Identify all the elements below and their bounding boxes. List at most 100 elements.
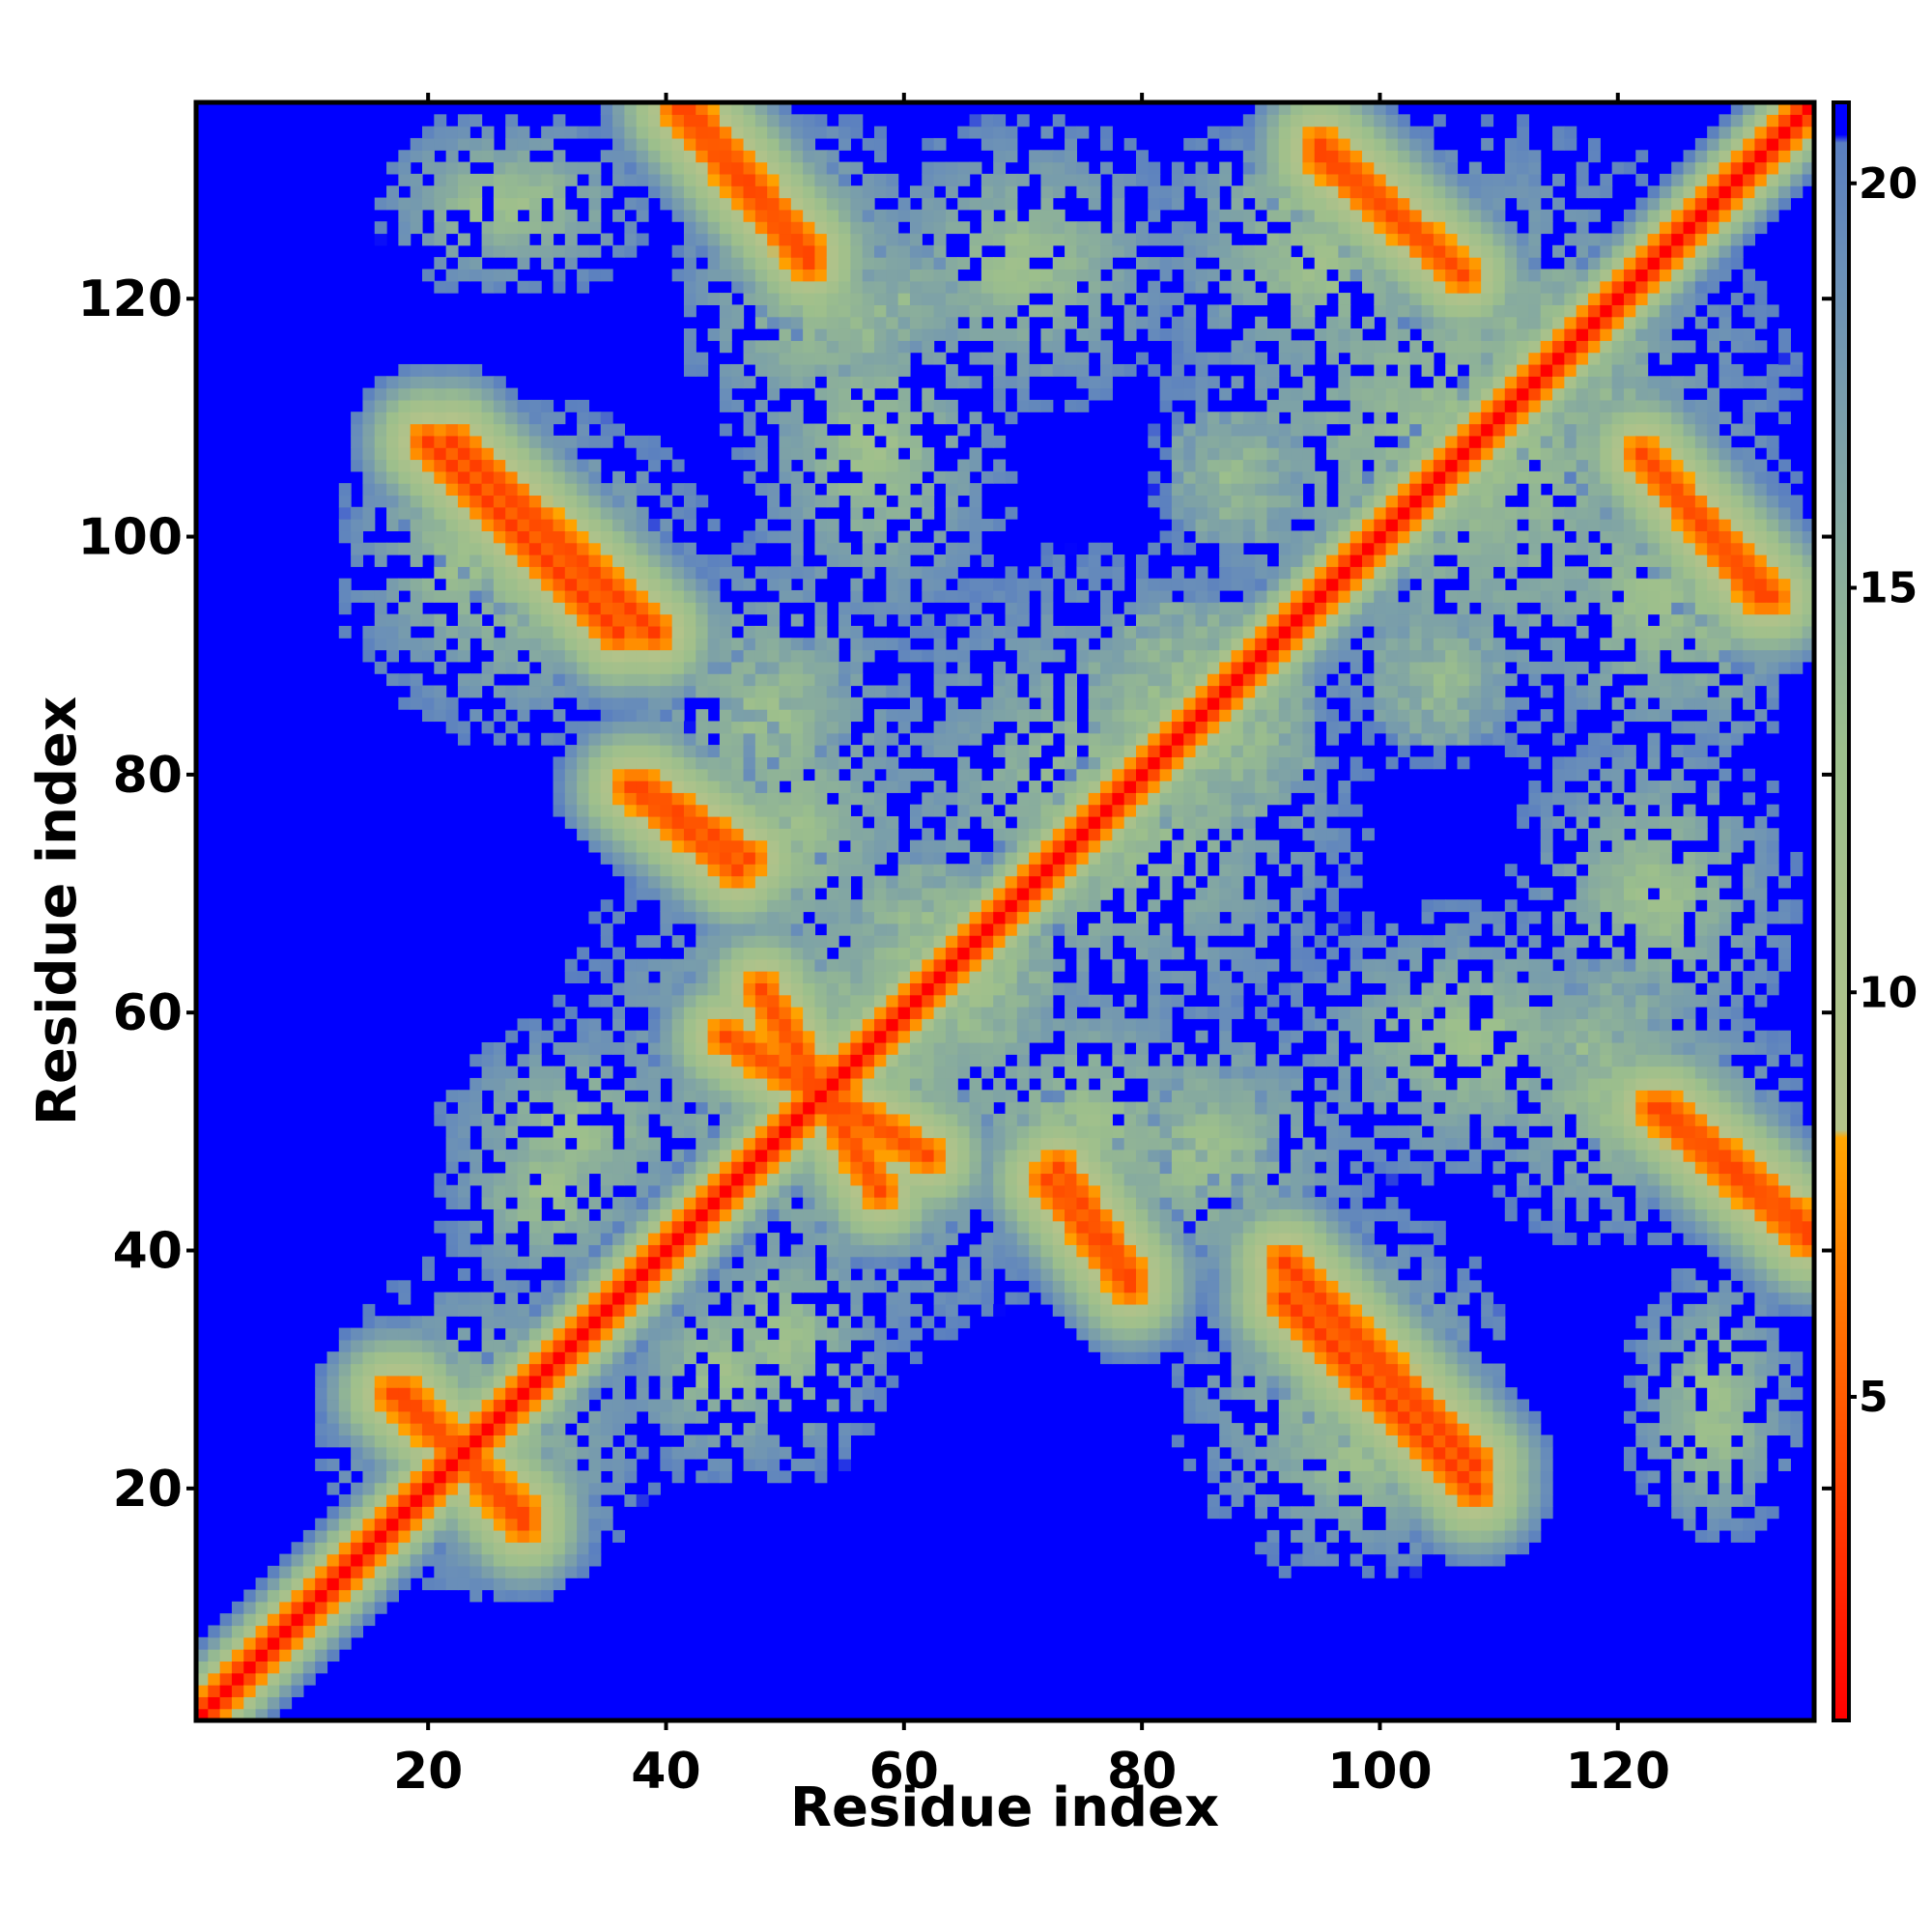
heatmap-cell [648,1054,661,1067]
heatmap-cell [362,625,376,639]
heatmap-cell [696,947,709,960]
heatmap-cell [957,887,971,900]
heatmap-cell [612,566,625,580]
heatmap-cell [660,673,673,687]
heatmap-cell [993,280,1007,294]
heatmap-cell [528,1090,542,1103]
heatmap-cell [1065,1101,1077,1115]
heatmap-cell [957,1267,971,1281]
heatmap-cell [588,1506,602,1520]
heatmap-cell [933,911,947,924]
heatmap-cell [588,1054,602,1067]
heatmap-cell [719,792,732,806]
heatmap-cell [886,781,899,793]
heatmap-cell [577,661,590,674]
heatmap-cell [779,1267,792,1281]
heatmap-cell [553,1018,566,1032]
heatmap-cell [862,483,875,497]
heatmap-cell [696,363,709,377]
heatmap-cell [505,1410,519,1424]
heatmap-cell [1052,875,1065,889]
heatmap-cell [660,126,673,139]
heatmap-cell [302,1542,316,1555]
heatmap-cell [922,732,935,746]
heatmap-cell [754,1077,768,1091]
heatmap-cell [457,613,470,627]
heatmap-cell [707,293,721,305]
heatmap-cell [790,756,804,770]
heatmap-cell [219,1661,233,1674]
heatmap-cell [434,114,447,128]
heatmap-cell [481,233,495,246]
heatmap-cell [505,1506,519,1520]
heatmap-cell [1016,1208,1030,1222]
heatmap-cell [564,781,578,793]
heatmap-cell [541,1435,554,1448]
heatmap-cell [803,971,816,983]
heatmap-cell [767,197,781,211]
heatmap-cell [553,1363,566,1377]
heatmap-cell [410,185,423,199]
heatmap-cell [481,1446,495,1460]
heatmap-cell [743,257,756,270]
heatmap-cell [754,709,768,723]
heatmap-cell [790,257,804,270]
heatmap-cell [398,1351,412,1365]
heatmap-cell [528,578,542,591]
heatmap-cell [850,1125,864,1139]
heatmap-cell [564,1399,578,1412]
heatmap-cell [1029,221,1042,235]
heatmap-cell [648,173,661,186]
heatmap-cell [790,126,804,139]
heatmap-cell [255,1577,269,1591]
heatmap-cell [1040,1018,1054,1032]
heatmap-cell [600,102,613,115]
heatmap-cell [1088,1208,1101,1222]
heatmap-cell [528,1565,542,1578]
heatmap-cell [945,899,958,913]
heatmap-cell [374,1446,387,1460]
heatmap-cell [803,887,816,900]
heatmap-cell [398,1542,412,1555]
heatmap-cell [327,1518,340,1531]
heatmap-cell [671,1303,685,1317]
heatmap-cell [731,911,745,924]
heatmap-cell [803,506,816,520]
heatmap-cell [267,1708,280,1721]
heatmap-cell [1065,399,1077,412]
heatmap-cell [886,363,899,377]
heatmap-cell [505,578,519,591]
heatmap-cell [719,923,732,936]
heatmap-cell [933,994,947,1008]
heatmap-cell [374,1351,387,1365]
heatmap-cell [767,792,781,806]
heatmap-cell [1040,792,1054,806]
heatmap-cell [648,828,661,841]
heatmap-cell [814,1208,828,1222]
heatmap-cell [588,1303,602,1317]
heatmap-cell [754,649,768,663]
heatmap-cell [636,815,649,829]
heatmap-cell [1088,1125,1101,1139]
heatmap-cell [386,483,399,497]
heatmap-cell [993,1149,1007,1162]
heatmap-cell [1040,304,1054,318]
heatmap-cell [1088,1303,1101,1317]
heatmap-cell [874,328,887,341]
heatmap-cell [993,899,1007,913]
heatmap-cell [564,161,578,175]
heatmap-cell [434,387,447,401]
heatmap-cell [826,530,839,544]
heatmap-cell [386,1446,399,1460]
heatmap-cell [790,982,804,996]
heatmap-cell [933,328,947,341]
heatmap-cell [743,721,756,734]
heatmap-cell [957,1065,971,1079]
heatmap-cell [505,1292,519,1305]
heatmap-cell [636,1399,649,1412]
heatmap-cell [422,459,435,472]
heatmap-cell [980,625,994,639]
heatmap-cell [374,387,387,401]
heatmap-cell [541,1553,554,1567]
heatmap-cell [1065,1244,1077,1258]
